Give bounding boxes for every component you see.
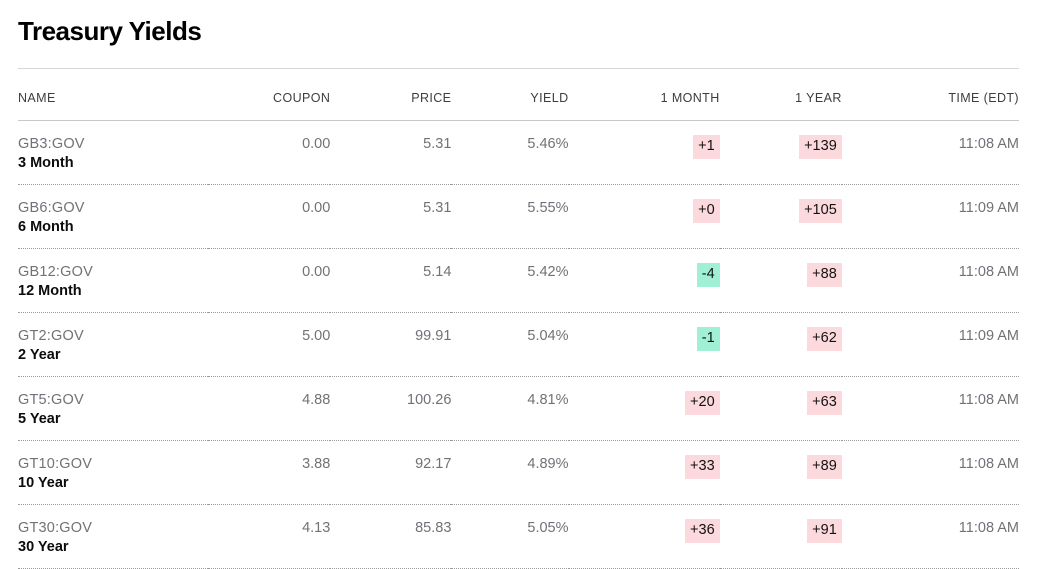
coupon-cell: 3.88 — [208, 440, 331, 505]
column-header-1month: 1 MONTH — [568, 69, 720, 121]
time-cell: 11:09 AM — [841, 184, 1019, 249]
ticker-link[interactable]: GB3:GOV — [18, 136, 85, 152]
1year-change-cell: +89 — [719, 440, 842, 505]
coupon-cell: 0.00 — [208, 248, 331, 313]
table-header-row: NAME COUPON PRICE YIELD 1 MONTH 1 YEAR T… — [18, 69, 1019, 121]
1month-change-cell: +33 — [568, 440, 720, 505]
ticker-link[interactable]: GB6:GOV — [18, 200, 85, 216]
change-badge: +105 — [799, 199, 842, 223]
1month-change-cell: +20 — [568, 376, 720, 441]
change-badge: +89 — [807, 455, 842, 479]
instrument-name: 10 Year — [18, 475, 69, 491]
ticker-link[interactable]: GT30:GOV — [18, 520, 93, 536]
yield-cell: 5.05% — [451, 504, 569, 569]
change-badge: +20 — [685, 391, 720, 415]
name-cell: GT30:GOV 30 Year — [18, 504, 209, 569]
1year-change-cell: +88 — [719, 248, 842, 313]
ticker-link[interactable]: GT2:GOV — [18, 328, 84, 344]
change-badge: -4 — [696, 263, 720, 287]
coupon-cell: 5.00 — [208, 312, 331, 377]
column-header-1year: 1 YEAR — [719, 69, 842, 121]
table-row: GT5:GOV 5 Year 4.88 100.26 4.81% +20 +63… — [18, 376, 1019, 441]
change-badge: +33 — [685, 455, 720, 479]
instrument-name: 6 Month — [18, 219, 74, 235]
table-row: GT10:GOV 10 Year 3.88 92.17 4.89% +33 +8… — [18, 440, 1019, 505]
title-divider — [18, 68, 1019, 69]
yield-cell: 5.04% — [451, 312, 569, 377]
change-badge: +0 — [693, 199, 720, 223]
yield-cell: 5.42% — [451, 248, 569, 313]
table-row: GB12:GOV 12 Month 0.00 5.14 5.42% -4 +88… — [18, 248, 1019, 313]
instrument-name: 12 Month — [18, 283, 82, 299]
price-cell: 92.17 — [330, 440, 452, 505]
instrument-name: 30 Year — [18, 539, 69, 555]
name-cell: GB6:GOV 6 Month — [18, 184, 209, 249]
1year-change-cell: +62 — [719, 312, 842, 377]
change-badge: -1 — [696, 327, 720, 351]
ticker-link[interactable]: GB12:GOV — [18, 264, 93, 280]
table-row: GT2:GOV 2 Year 5.00 99.91 5.04% -1 +62 1… — [18, 312, 1019, 377]
1month-change-cell: -4 — [568, 248, 720, 313]
change-badge: +62 — [807, 327, 842, 351]
1month-change-cell: +0 — [568, 184, 720, 249]
coupon-cell: 0.00 — [208, 184, 331, 249]
instrument-name: 2 Year — [18, 347, 61, 363]
treasury-yields-widget: Treasury Yields NAME COUPON PRICE YIELD … — [0, 16, 1037, 569]
change-badge: +91 — [807, 519, 842, 543]
1year-change-cell: +139 — [719, 120, 842, 185]
table-row: GT30:GOV 30 Year 4.13 85.83 5.05% +36 +9… — [18, 504, 1019, 569]
1month-change-cell: +36 — [568, 504, 720, 569]
time-cell: 11:08 AM — [841, 248, 1019, 313]
1month-change-cell: +1 — [568, 120, 720, 185]
1year-change-cell: +105 — [719, 184, 842, 249]
yield-cell: 4.81% — [451, 376, 569, 441]
ticker-link[interactable]: GT10:GOV — [18, 456, 93, 472]
price-cell: 85.83 — [330, 504, 452, 569]
column-header-price: PRICE — [330, 69, 452, 121]
time-cell: 11:08 AM — [841, 120, 1019, 185]
yield-cell: 4.89% — [451, 440, 569, 505]
price-cell: 99.91 — [330, 312, 452, 377]
yield-cell: 5.46% — [451, 120, 569, 185]
price-cell: 100.26 — [330, 376, 452, 441]
time-cell: 11:08 AM — [841, 376, 1019, 441]
instrument-name: 5 Year — [18, 411, 61, 427]
1month-change-cell: -1 — [568, 312, 720, 377]
ticker-link[interactable]: GT5:GOV — [18, 392, 84, 408]
treasury-yields-table: NAME COUPON PRICE YIELD 1 MONTH 1 YEAR T… — [18, 69, 1019, 569]
price-cell: 5.31 — [330, 184, 452, 249]
coupon-cell: 0.00 — [208, 120, 331, 185]
change-badge: +139 — [799, 135, 842, 159]
name-cell: GB3:GOV 3 Month — [18, 120, 209, 185]
change-badge: +1 — [693, 135, 720, 159]
time-cell: 11:08 AM — [841, 504, 1019, 569]
time-cell: 11:08 AM — [841, 440, 1019, 505]
coupon-cell: 4.88 — [208, 376, 331, 441]
name-cell: GB12:GOV 12 Month — [18, 248, 209, 313]
table-row: GB6:GOV 6 Month 0.00 5.31 5.55% +0 +105 … — [18, 184, 1019, 249]
change-badge: +88 — [807, 263, 842, 287]
table-row: GB3:GOV 3 Month 0.00 5.31 5.46% +1 +139 … — [18, 120, 1019, 185]
instrument-name: 3 Month — [18, 155, 74, 171]
coupon-cell: 4.13 — [208, 504, 331, 569]
yield-cell: 5.55% — [451, 184, 569, 249]
time-cell: 11:09 AM — [841, 312, 1019, 377]
column-header-time: TIME (EDT) — [841, 69, 1019, 121]
page-title: Treasury Yields — [18, 16, 202, 46]
change-badge: +36 — [685, 519, 720, 543]
1year-change-cell: +63 — [719, 376, 842, 441]
change-badge: +63 — [807, 391, 842, 415]
name-cell: GT2:GOV 2 Year — [18, 312, 209, 377]
column-header-name: NAME — [18, 69, 209, 121]
price-cell: 5.31 — [330, 120, 452, 185]
price-cell: 5.14 — [330, 248, 452, 313]
name-cell: GT10:GOV 10 Year — [18, 440, 209, 505]
column-header-coupon: COUPON — [208, 69, 331, 121]
name-cell: GT5:GOV 5 Year — [18, 376, 209, 441]
1year-change-cell: +91 — [719, 504, 842, 569]
column-header-yield: YIELD — [451, 69, 569, 121]
